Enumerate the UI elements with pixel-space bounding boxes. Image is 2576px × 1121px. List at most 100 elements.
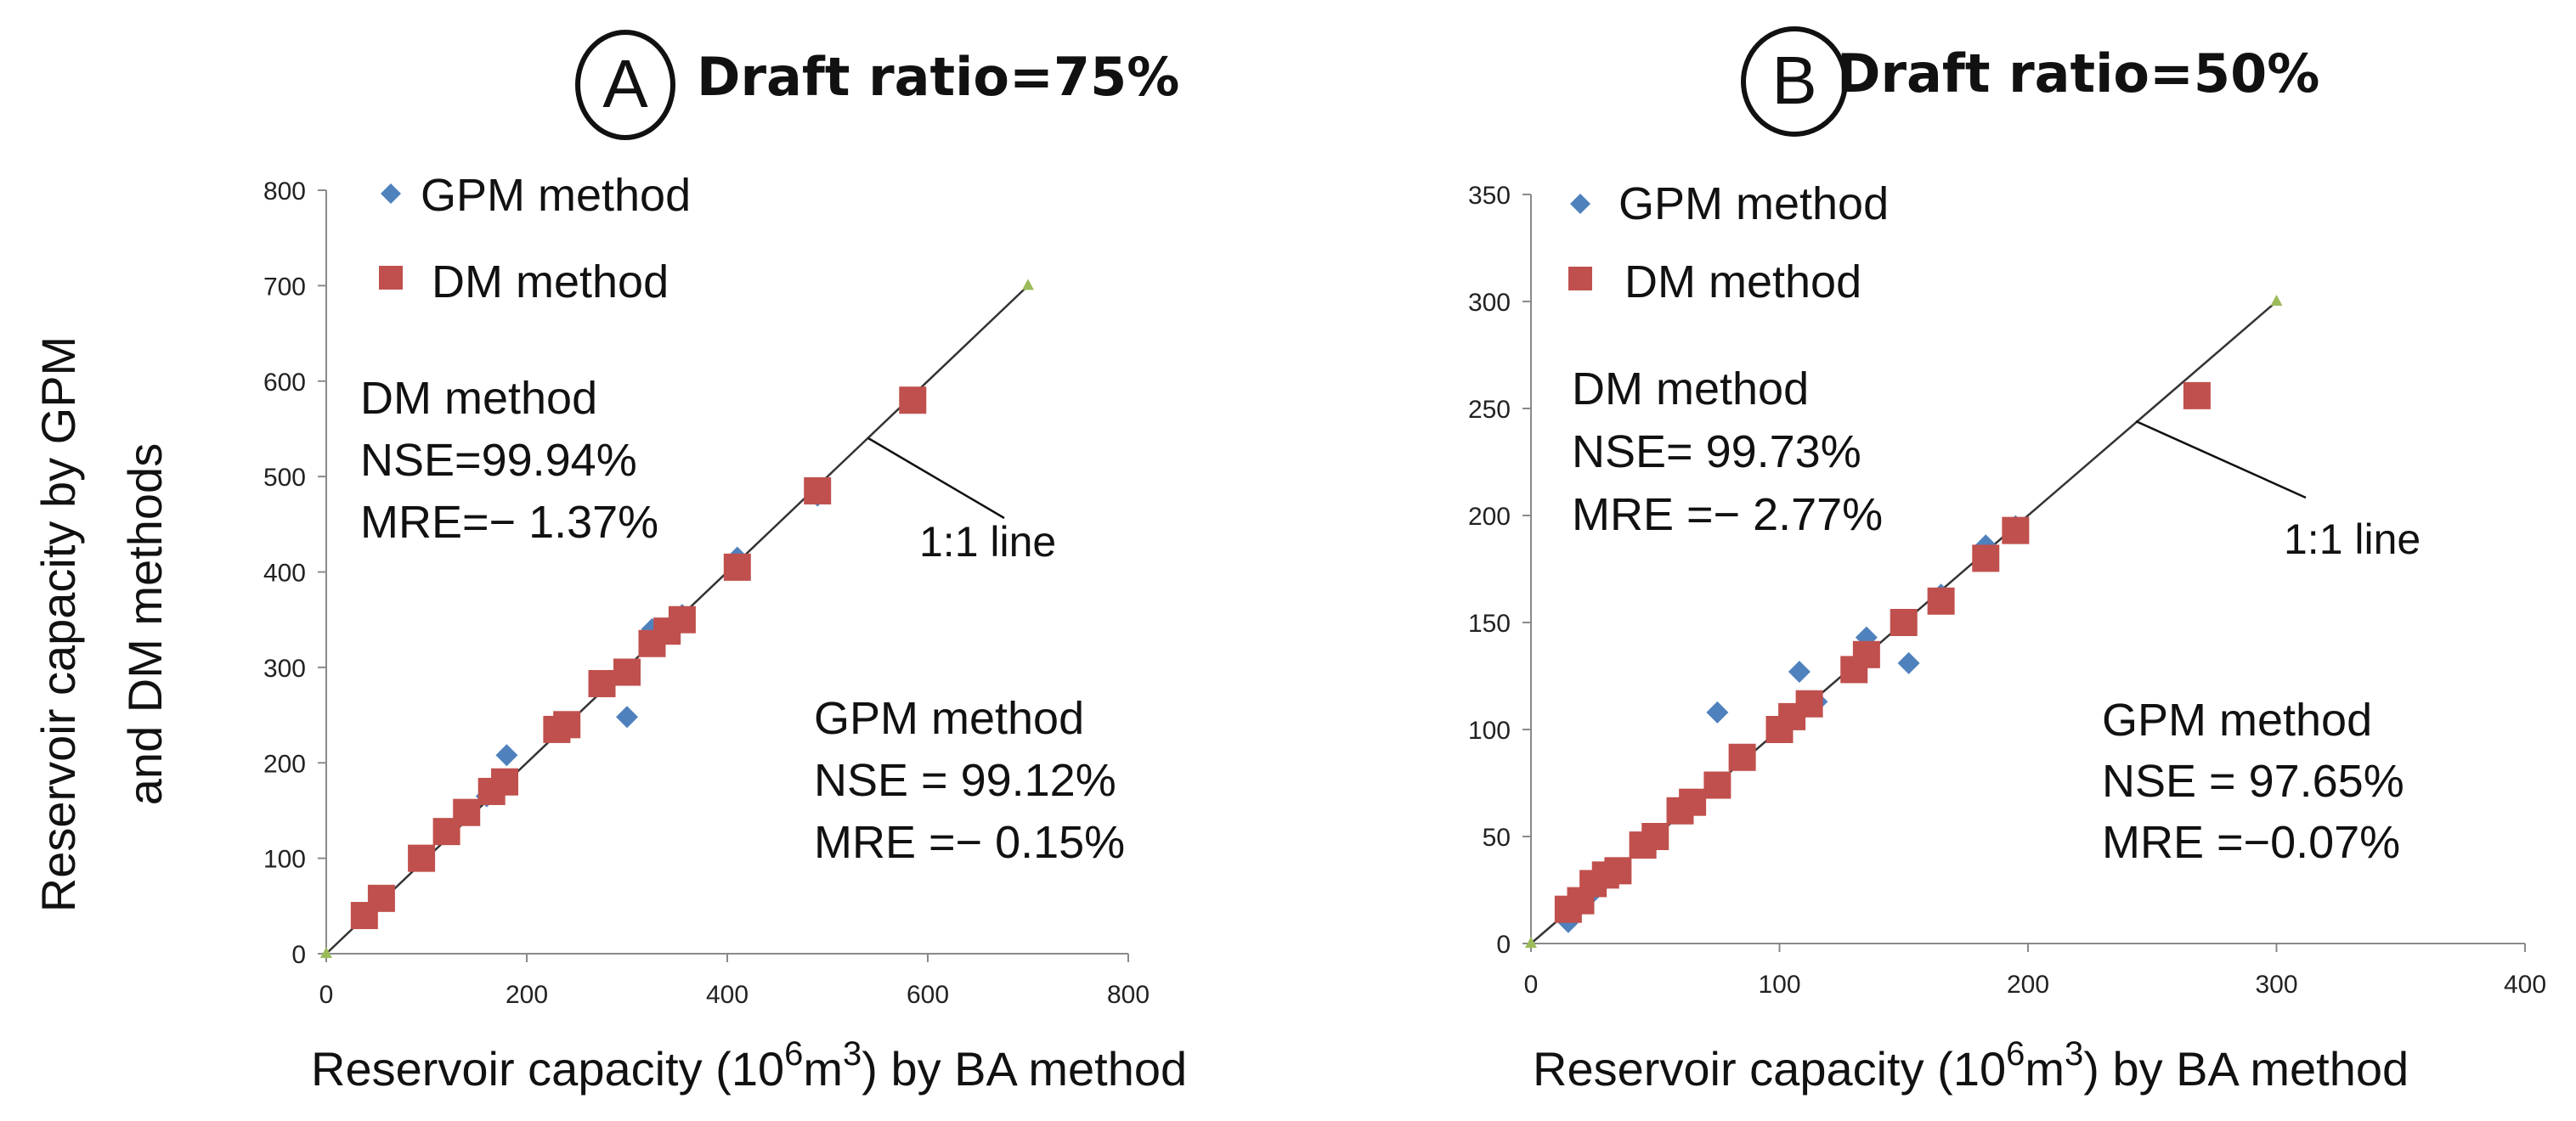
y-tick-label: 400 [263,560,306,588]
y-tick-label: 100 [263,846,306,874]
dm-point [613,658,641,686]
panel-a-letter-circle [575,30,675,140]
one-to-one-endpoint [2270,295,2283,306]
legend-dm-label: DM method [432,256,669,307]
dm-point [1890,609,1918,636]
dm-point [1972,544,2000,572]
dm-point [1679,788,1707,816]
gpm-point [495,744,518,767]
one-to-one-endpoint [320,947,332,958]
panel-b-line-label: 1:1 line [2284,515,2421,563]
dm-point [367,884,395,912]
panel-b-axes: 0 100 200 300 400 0 50 100 150 200 250 300 350 [1468,182,2546,999]
dm-point [408,844,436,872]
one-to-one-endpoint [1022,279,1034,290]
dm-point [1728,743,1756,771]
y-tick-label: 100 [1468,717,1511,745]
panel-b-letter: B [1771,42,1816,118]
panel-a-xlabel: Reservoir capacity (106m3) by BA method [311,1035,1187,1096]
panel-a-legend: GPM method DM method [379,170,691,307]
x-tick-label: 200 [2007,971,2049,999]
panel-a-letter: A [602,46,648,121]
legend-dm-marker [1568,267,1592,290]
y-tick-label: 300 [1468,289,1511,317]
x-tick-label: 200 [506,981,548,1009]
panel-b-letter-circle [1741,26,1848,137]
dm-point [2002,516,2030,544]
legend-dm-label: DM method [1624,256,1861,307]
panel-a-dm-stats: DM method NSE=99.94% MRE=− 1.37% [360,373,658,548]
x-tick-label: 300 [2255,971,2297,999]
dm-point [1641,823,1669,850]
x-tick-label: 600 [907,981,949,1009]
dm-point [899,386,927,414]
panel-b-xlabel: Reservoir capacity (106m3) by BA method [1533,1035,2409,1096]
y-tick-label: 700 [263,273,306,301]
y-tick-label: 0 [1496,931,1511,959]
panel-b-title: Draft ratio=50% [1837,42,2319,104]
panel-b-dm-stats: DM method NSE= 99.73% MRE =− 2.77% [1572,363,1883,540]
panel-a-line-label: 1:1 line [919,518,1056,566]
y-tick-label: 350 [1468,182,1511,210]
legend-dm-marker [379,266,403,290]
y-tick-label: 200 [263,750,306,778]
panel-b-marks [1554,381,2211,933]
dm-point [723,553,751,581]
dm-point [1604,857,1632,885]
dm-point [588,669,616,697]
x-tick-label: 0 [1524,971,1539,999]
legend-gpm-label: GPM method [1618,178,1889,229]
panel-a: A Draft ratio=75% 0 200 400 600 800 0 100 200 30… [263,30,1187,1096]
y-tick-label: 0 [291,941,306,969]
x-tick-label: 400 [2504,971,2546,999]
panel-a-marks [350,386,927,930]
gpm-point [1706,701,1729,724]
dm-point [1795,690,1823,718]
dm-stats-nse: NSE= 99.73% [1572,426,1861,477]
dm-stats-title: DM method [360,373,597,424]
x-tick-label: 0 [319,981,334,1009]
shared-ylabel-line2: and DM methods [118,443,172,805]
one-to-one-endpoint [1525,937,1537,948]
dm-point [491,768,519,796]
gpm-stats-nse: NSE = 97.65% [2102,756,2404,807]
panel-b: B Draft ratio=50% 0 100 200 300 400 0 50 100 150… [1468,26,2546,1096]
dm-point [804,476,832,504]
dm-stats-mre: MRE=− 1.37% [360,497,658,548]
y-tick-label: 250 [1468,396,1511,424]
panel-a-title: Draft ratio=75% [697,46,1179,108]
y-tick-label: 800 [263,177,306,206]
legend-gpm-marker [1570,194,1590,214]
x-tick-label: 100 [1758,971,1800,999]
legend-gpm-marker [381,183,401,204]
gpm-point [1897,651,1920,674]
dm-point [1927,587,1955,615]
dm-point [553,711,581,739]
x-tick-label: 800 [1107,981,1150,1009]
dm-point [668,606,696,634]
panel-b-line-label-pointer [2135,420,2307,499]
gpm-point [616,706,638,729]
dm-point [2183,381,2211,409]
dm-point [1703,771,1731,799]
dm-stats-title: DM method [1572,363,1809,414]
panel-b-gpm-stats: GPM method NSE = 97.65% MRE =−0.07% [2102,695,2404,868]
y-tick-label: 600 [263,369,306,397]
y-tick-label: 300 [263,655,306,683]
gpm-stats-mre: MRE =− 0.15% [814,817,1125,868]
panel-a-axes: 0 200 400 600 800 0 100 200 300 400 500 600 700 800 [263,177,1150,1009]
y-tick-label: 150 [1468,610,1511,638]
y-tick-label: 200 [1468,503,1511,531]
dm-point [1852,640,1880,668]
panel-a-line-label-pointer [867,437,1005,520]
y-tick-label: 50 [1483,824,1511,852]
gpm-stats-title: GPM method [814,693,1084,744]
panel-b-legend: GPM method DM method [1568,178,1889,307]
shared-ylabel-line1: Reservoir capacity by GPM [31,336,85,912]
panel-a-gpm-stats: GPM method NSE = 99.12% MRE =− 0.15% [814,693,1125,868]
gpm-stats-title: GPM method [2102,695,2372,746]
dm-point [453,798,481,826]
y-tick-label: 500 [263,464,306,492]
gpm-point [1788,660,1811,683]
